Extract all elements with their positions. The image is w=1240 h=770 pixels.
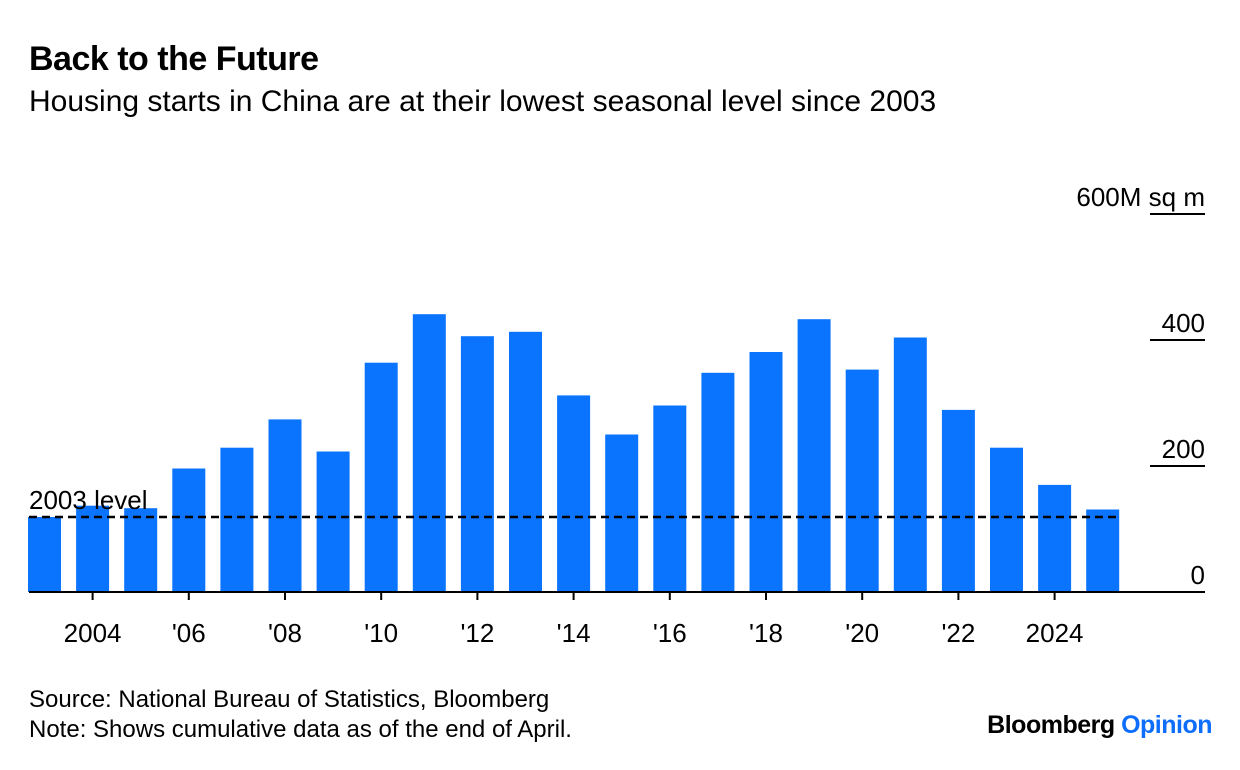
bar-2011 [412,314,446,592]
x-tick-label: '22 [941,618,975,648]
x-tick-label: '12 [460,618,494,648]
logo-brand: Bloomberg [987,711,1115,739]
bar-2021 [893,337,927,592]
x-tick-label: '16 [653,618,687,648]
chart-title: Back to the Future [29,40,319,78]
y-tick-label: 200 [1162,434,1205,464]
bar-2014 [557,395,591,592]
chart-subtitle: Housing starts in China are at their low… [29,85,937,118]
bar-2007 [220,447,254,592]
y-tick-label: 0 [1191,560,1205,590]
y-tick-label: 400 [1162,308,1205,338]
bar-2010 [364,362,398,592]
x-tick-label: 2004 [64,618,122,648]
x-tick-label: '10 [364,618,398,648]
x-tick-label: 2024 [1026,618,1084,648]
reference-line-label: 2003 level [29,485,148,515]
bar-2005 [124,508,158,592]
y-tick-label: 600M sq m [1076,182,1205,212]
bar-group [28,314,1120,592]
x-tick-label: '20 [845,618,879,648]
bar-2013 [509,331,542,592]
bar-2019 [797,319,831,592]
bar-2018 [749,352,783,592]
bar-2023 [990,447,1023,592]
bar-chart: 0 200 400 600M sq m 2004 '06 '08 '10 '12 '14 '16 '… [28,182,1205,648]
x-tick-label: '18 [749,618,783,648]
bar-2008 [268,419,302,592]
bar-2009 [316,451,350,592]
bar-2025 [1086,509,1120,592]
x-axis: 2004 '06 '08 '10 '12 '14 '16 '18 '20 '22 2024 [29,591,1205,648]
logo-section: Opinion [1121,711,1212,739]
x-tick-label: '14 [557,618,591,648]
footnote: Note: Shows cumulative data as of the en… [29,716,572,743]
x-tick-label: '08 [268,618,302,648]
bar-2015 [605,434,639,592]
bar-2012 [460,336,494,592]
bar-2004 [76,505,110,592]
bar-2003 [28,517,61,592]
reference-line-group: 2003 level [29,485,1120,519]
bloomberg-opinion-logo: Bloomberg Opinion [987,711,1212,740]
bar-2016 [653,405,687,592]
bar-2017 [701,372,735,592]
bar-2024 [1038,484,1072,592]
y-axis: 0 200 400 600M sq m [1076,182,1205,590]
bar-2022 [941,409,975,592]
source-note: Source: National Bureau of Statistics, B… [29,686,550,713]
x-tick-label: '06 [172,618,206,648]
bar-2020 [845,369,879,592]
bar-2006 [172,468,206,592]
